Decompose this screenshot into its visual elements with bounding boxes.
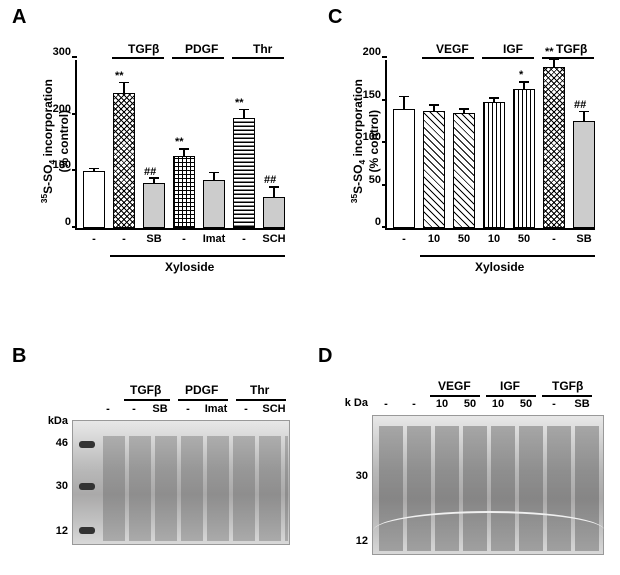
kda-b: kDa [30,415,68,427]
group-c-igf: IGF [503,42,523,56]
gel-b-tgf: TGFβ [130,383,161,397]
ylabel-a: 35S-SO4 incorporation (% control) [39,61,71,221]
gel-image-b [72,420,290,545]
plot-a: 0 100 200 300 ** ## ** ** ## - - SB - Im… [75,60,285,230]
bar-c-3 [483,102,505,228]
bar-a-4 [203,180,225,228]
group-c-vegf: VEGF [436,42,469,56]
xlabel-c: Xyloside [475,260,524,274]
group-a-pdgf: PDGF [185,42,218,56]
panel-label-c: C [328,6,342,29]
kda-d: k Da [330,397,368,409]
bar-a-6 [263,197,285,228]
bar-c-4 [513,89,535,228]
bar-c-6 [573,121,595,228]
sig-a-5: ** [235,97,244,109]
plot-c: 0 50 100 150 200 * ** ## - 10 50 10 50 -… [385,60,595,230]
bar-a-3 [173,156,195,229]
group-a-tgf: TGFβ [128,42,159,56]
sig-a-6: ## [264,174,276,186]
bar-a-5 [233,118,255,228]
chart-a: 35S-SO4 incorporation (% control) 0 100 … [30,30,300,310]
gel-b: kDa 46 30 12 - - SB - Imat - SCH TGFβ PD… [30,375,300,565]
group-c-tgf: TGFβ [556,42,587,56]
bar-a-0 [83,171,105,228]
panel-label-d: D [318,345,332,368]
sig-c-6: ## [574,99,586,111]
sig-a-1: ** [115,70,124,82]
group-a-thr: Thr [253,42,272,56]
panel-label-a: A [12,6,26,29]
bar-a-1 [113,93,135,228]
xlabel-a: Xyloside [165,260,214,274]
sig-c-4: * [519,69,523,81]
sig-a-2: ## [144,166,156,178]
bar-c-2 [453,113,475,228]
gel-d: k Da 30 12 - - 10 50 10 50 - SB VEGF IGF… [330,375,610,565]
bar-c-5 [543,67,565,229]
sig-a-3: ** [175,136,184,148]
panel-label-b: B [12,345,26,368]
gel-image-d [372,415,604,555]
gel-b-thr: Thr [250,383,269,397]
bar-a-2 [143,183,165,228]
bar-c-0 [393,109,415,228]
chart-c: 35S-SO4 incorporation (% control) 0 50 1… [340,30,610,310]
gel-b-pdgf: PDGF [185,383,218,397]
bar-c-1 [423,111,445,228]
